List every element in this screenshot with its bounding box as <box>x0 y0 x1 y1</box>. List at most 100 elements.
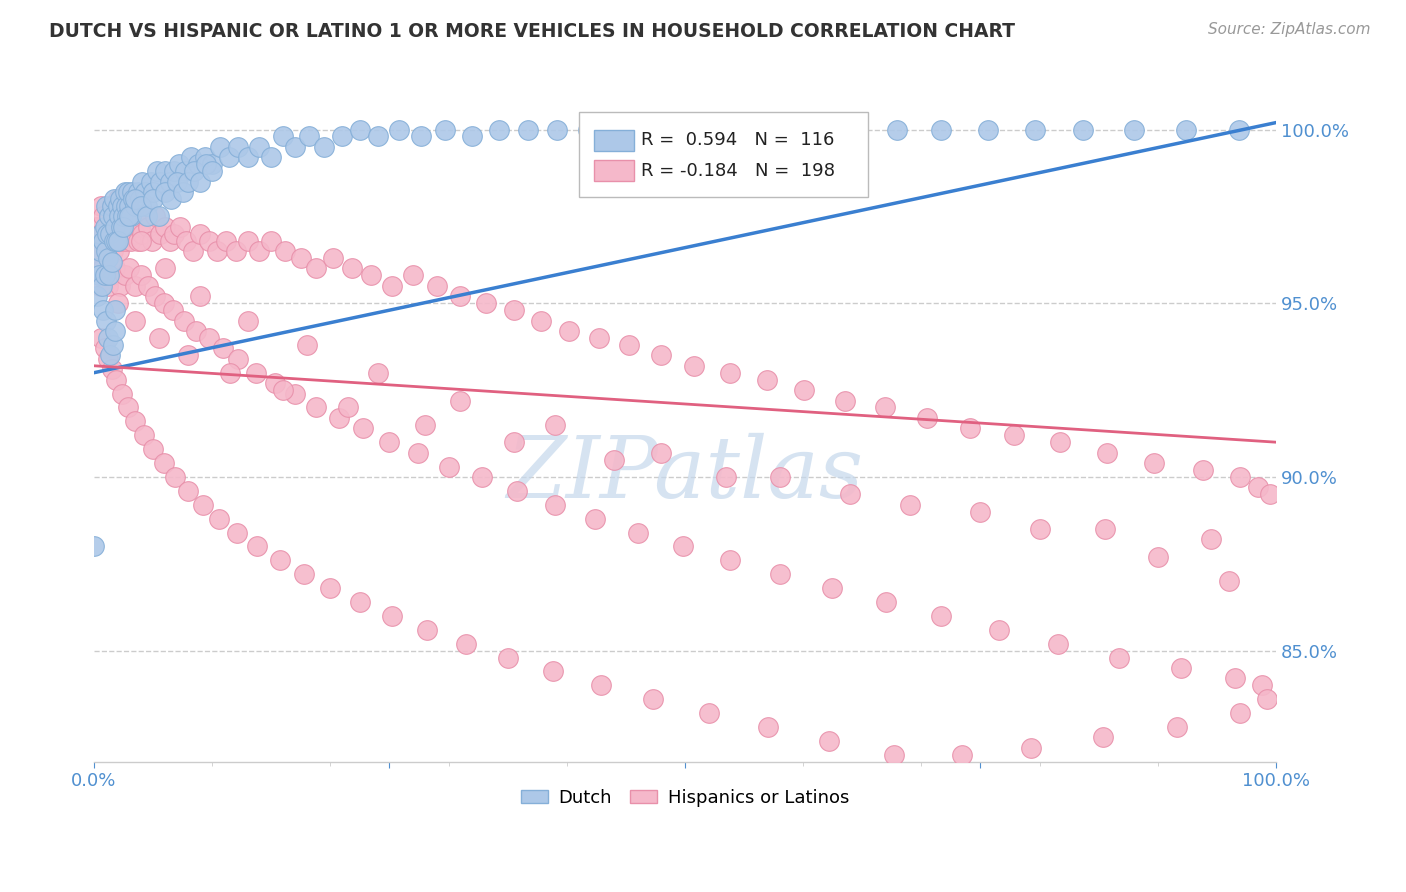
Point <box>100 362 122 376</box>
Point <box>114 268 136 283</box>
Point <box>475 296 498 310</box>
Point <box>898 498 921 512</box>
Point <box>406 445 429 459</box>
Point <box>169 219 191 234</box>
Point <box>89 278 111 293</box>
Point <box>437 459 460 474</box>
Point <box>305 401 328 415</box>
Point <box>226 140 249 154</box>
Point <box>195 157 218 171</box>
Point <box>647 122 669 136</box>
Point <box>718 366 741 380</box>
Point <box>619 338 641 352</box>
Point <box>197 234 219 248</box>
Point <box>260 150 283 164</box>
Point <box>93 234 115 248</box>
Point <box>381 278 404 293</box>
Point <box>117 185 139 199</box>
Point <box>1218 574 1240 588</box>
Point <box>105 210 128 224</box>
Point <box>226 351 249 366</box>
Point <box>103 234 125 248</box>
Point <box>120 210 142 224</box>
Point <box>145 164 167 178</box>
Point <box>236 234 259 248</box>
Point <box>413 417 436 432</box>
Point <box>360 268 382 283</box>
Point <box>129 268 152 283</box>
Point <box>697 706 720 720</box>
Point <box>388 122 411 136</box>
Point <box>496 650 519 665</box>
Point <box>142 442 165 457</box>
Point <box>127 185 149 199</box>
Point <box>181 244 204 259</box>
Point <box>290 251 312 265</box>
Point <box>226 525 249 540</box>
Point <box>174 164 197 178</box>
Point <box>433 122 456 136</box>
Point <box>153 261 176 276</box>
Point <box>118 199 141 213</box>
Point <box>124 313 146 327</box>
Point <box>104 324 127 338</box>
Point <box>236 313 259 327</box>
Point <box>284 140 307 154</box>
Point <box>94 244 117 259</box>
Point <box>1256 692 1278 706</box>
Point <box>917 410 939 425</box>
Point <box>349 595 371 609</box>
Point <box>322 251 344 265</box>
Point <box>188 227 211 241</box>
Point <box>83 540 105 554</box>
Point <box>367 129 389 144</box>
Point <box>180 150 202 164</box>
Point <box>761 122 783 136</box>
Point <box>502 435 524 450</box>
Point <box>163 164 186 178</box>
Point <box>165 470 187 484</box>
Point <box>298 129 321 144</box>
Point <box>931 122 953 136</box>
Point <box>93 261 115 276</box>
Point <box>1108 650 1130 665</box>
Point <box>96 227 118 241</box>
Point <box>449 289 471 303</box>
Point <box>1170 661 1192 675</box>
Point <box>883 747 905 762</box>
Point <box>101 210 124 224</box>
Point <box>1191 463 1213 477</box>
Point <box>381 608 404 623</box>
Point <box>218 366 240 380</box>
Point <box>269 553 291 567</box>
Point <box>84 219 107 234</box>
Point <box>112 192 135 206</box>
Point <box>120 234 142 248</box>
Point <box>90 199 112 213</box>
Point <box>201 164 224 178</box>
Point <box>558 324 581 338</box>
Point <box>271 129 294 144</box>
Point <box>260 234 283 248</box>
Point <box>426 278 449 293</box>
Point <box>1229 470 1251 484</box>
Point <box>1123 122 1146 136</box>
Point <box>100 268 122 283</box>
Point <box>159 192 181 206</box>
Point <box>683 122 706 136</box>
Point <box>153 219 176 234</box>
Point <box>886 122 908 136</box>
Point <box>111 199 134 213</box>
Point <box>959 421 981 435</box>
Point <box>97 351 120 366</box>
Point <box>449 393 471 408</box>
Point <box>292 567 315 582</box>
Point <box>94 268 117 283</box>
Point <box>142 192 165 206</box>
Point <box>177 483 200 498</box>
Point <box>1258 487 1281 501</box>
Point <box>834 393 856 408</box>
Point <box>184 324 207 338</box>
Y-axis label: 1 or more Vehicles in Household: 1 or more Vehicles in Household <box>0 296 7 543</box>
Point <box>1146 549 1168 564</box>
